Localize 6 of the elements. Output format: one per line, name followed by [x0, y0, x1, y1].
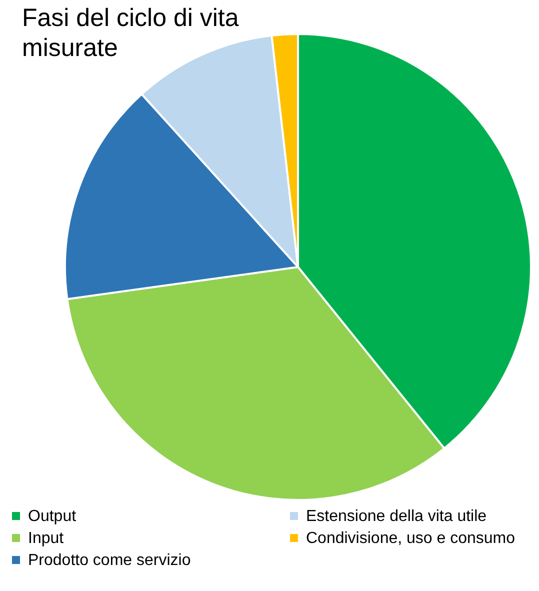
legend-label: Prodotto come servizio [28, 552, 191, 569]
legend-label: Estensione della vita utile [306, 508, 487, 525]
legend-label: Input [28, 530, 64, 547]
chart-title: Fasi del ciclo di vita misurate [22, 4, 239, 62]
legend-label: Condivisione, uso e consumo [306, 530, 516, 547]
legend-label: Output [28, 508, 77, 525]
